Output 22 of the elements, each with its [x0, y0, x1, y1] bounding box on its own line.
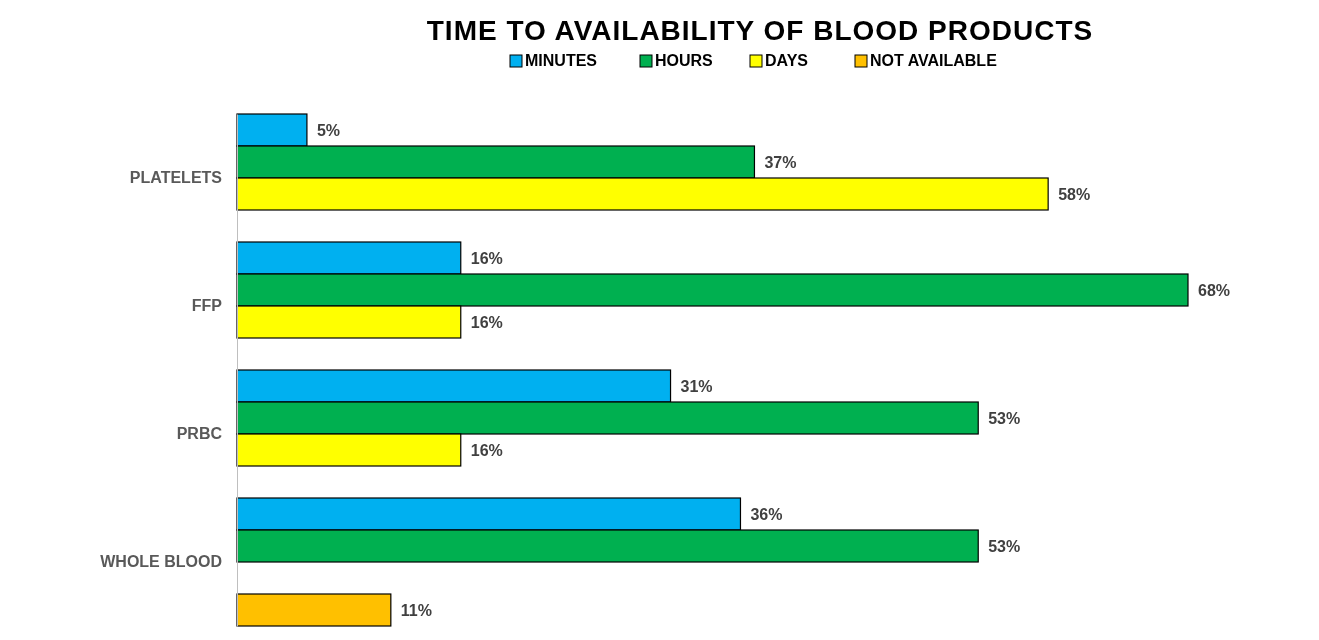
y-tick-label: PRBC [176, 425, 223, 443]
legend-label: MINUTES [525, 52, 598, 69]
chart-title: TIME TO AVAILABILITY OF BLOOD PRODUCTS [426, 15, 1094, 46]
data-label: 16% [470, 313, 503, 331]
legend-label: DAYS [765, 52, 809, 69]
y-tick-label: WHOLE BLOOD [100, 553, 222, 571]
data-label: 37% [764, 153, 797, 171]
bar [236, 593, 392, 627]
data-label: 68% [1198, 281, 1231, 299]
data-label: 53% [988, 537, 1021, 555]
data-label: 5% [316, 121, 341, 139]
y-tick-label: FFP [191, 297, 223, 315]
data-label: 31% [680, 377, 713, 395]
data-label: 58% [1058, 185, 1091, 203]
legend-label: HOURS [655, 52, 714, 69]
data-label: 36% [750, 505, 783, 523]
data-label: 16% [470, 249, 503, 267]
y-tick-label: PLATELETS [129, 169, 223, 187]
data-label: 16% [470, 441, 503, 459]
data-label: 11% [400, 601, 432, 619]
legend-label: NOT AVAILABLE [870, 52, 998, 69]
data-label: 53% [988, 409, 1021, 427]
